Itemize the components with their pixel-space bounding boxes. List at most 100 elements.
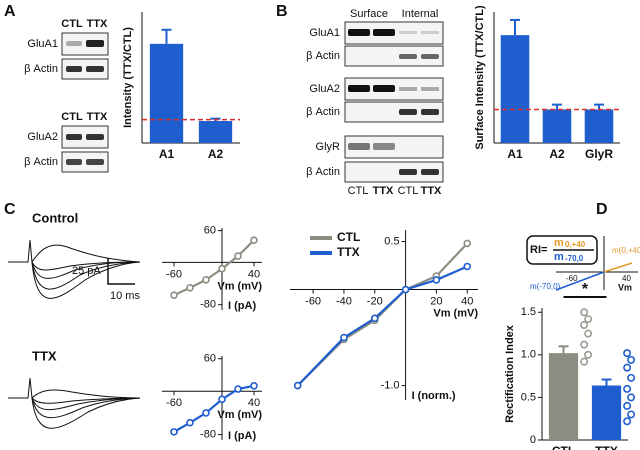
blot-a: CTL TTX GluA1 β Actin CTL TTX GluA2 β Ac…: [24, 18, 109, 173]
inset-text: Vm: [618, 282, 632, 292]
x-tick-label: 40: [248, 397, 260, 409]
y-axis-label: Surface Intensity (TTX/CTL): [474, 5, 486, 150]
y-axis-label: I (norm.): [412, 390, 456, 402]
x-tick-label: A2: [549, 147, 565, 161]
condition-label: Control: [32, 210, 78, 225]
traces: Control 25 pA 10 ms TTX: [8, 210, 140, 429]
scale-y: 25 pA: [72, 265, 101, 277]
y-axis-label: I (pA): [228, 430, 256, 442]
x-tick-label: -60: [166, 268, 182, 280]
x-axis-label: Vm (mV): [433, 307, 478, 319]
bar: [500, 35, 530, 143]
y-tick-label: 60: [204, 225, 216, 237]
data-point: [170, 291, 178, 299]
inset-text: m(0,+40): [612, 246, 640, 255]
y-axis-label: Intensity (TTX/CTL): [122, 27, 134, 128]
data-point: [623, 401, 632, 410]
blot-group: Internal: [402, 8, 439, 20]
x-tick-label: 40: [248, 268, 260, 280]
data-point: [432, 276, 441, 284]
y-axis-label: Rectification Index: [504, 324, 516, 423]
x-tick-label: A1: [159, 147, 175, 161]
x-tick-label: GlyR: [585, 147, 613, 161]
data-point: [463, 262, 472, 271]
rectification-inset: RI= m 0,+40 m -70,0 m(0,+40) m(-70,0) -6…: [526, 235, 640, 292]
bar: [548, 353, 579, 440]
y-tick-label: 0: [530, 434, 536, 446]
blot-row: GluA2: [309, 83, 340, 95]
inset-text: RI=: [530, 244, 547, 256]
bar: [149, 43, 184, 143]
data-point: [627, 355, 636, 364]
blot-group: Surface: [350, 8, 388, 20]
data-point: [401, 285, 410, 294]
data-point: [623, 417, 632, 426]
blot-row: β Actin: [24, 63, 58, 75]
x-tick-label: A2: [208, 147, 224, 161]
data-point: [627, 393, 636, 402]
blot-col: TTX: [421, 185, 442, 197]
blot-row: GluA1: [309, 27, 340, 39]
data-point: [580, 340, 589, 349]
x-tick-label: CTL: [552, 444, 575, 450]
scale-x: 10 ms: [110, 290, 140, 302]
panel-letter: B: [276, 3, 288, 20]
data-point: [623, 363, 632, 372]
data-point: [580, 321, 589, 330]
bar: [198, 121, 233, 143]
blot-b: Surface Internal GluA1 β Actin GluA2 β A…: [306, 8, 444, 197]
data-point: [234, 252, 242, 260]
x-tick-label: A1: [507, 147, 523, 161]
y-axis-label: I (pA): [228, 300, 256, 312]
legend-label: CTL: [337, 230, 360, 244]
blot-row: GlyR: [316, 141, 341, 153]
data-point: [623, 349, 632, 358]
x-tick-label: -60: [166, 397, 182, 409]
data-point: [186, 418, 194, 427]
blot-col: CTL: [61, 18, 83, 30]
bar: [584, 109, 614, 143]
panel-letter: D: [596, 201, 608, 218]
y-tick-label: -80: [200, 299, 216, 311]
data-point: [202, 276, 210, 284]
blot-row: GluA1: [27, 38, 58, 50]
data-point: [170, 428, 178, 436]
inset-text: m(-70,0): [530, 282, 561, 291]
blot-row: β Actin: [306, 166, 340, 178]
data-point: [218, 395, 226, 404]
data-point: [584, 350, 593, 359]
blot-col: TTX: [373, 185, 394, 197]
blot-row: β Actin: [24, 156, 58, 168]
inset-text: -70,0: [565, 254, 584, 263]
y-tick-label: -1.0: [381, 379, 400, 391]
blot-col: TTX: [87, 111, 108, 123]
bar: [542, 109, 572, 143]
data-point: [186, 283, 194, 292]
inset-text: m: [554, 237, 564, 249]
inset-text: 0,+40: [565, 240, 586, 249]
inset-text: 40: [622, 274, 631, 283]
data-point: [580, 308, 589, 317]
x-tick-label: 20: [430, 295, 442, 307]
x-tick-label: -20: [367, 295, 383, 307]
data-point: [218, 264, 226, 273]
data-point: [580, 357, 589, 366]
blot-row: β Actin: [306, 50, 340, 62]
blot-col: CTL: [61, 111, 83, 123]
y-tick-label: 60: [204, 353, 216, 365]
series-line: [296, 265, 468, 387]
bar: [591, 385, 622, 440]
data-point: [623, 384, 632, 393]
x-tick-label: TTX: [595, 444, 618, 450]
y-tick-label: 0.5: [521, 391, 536, 403]
panel-letter: C: [4, 201, 16, 218]
data-point: [627, 373, 636, 382]
inset-text: m: [554, 251, 564, 263]
blot-col: CTL: [398, 185, 419, 197]
blot-row: GluA2: [27, 131, 58, 143]
data-point: [370, 314, 379, 323]
x-tick-label: 40: [461, 295, 473, 307]
data-point: [584, 315, 593, 324]
data-point: [463, 239, 472, 248]
